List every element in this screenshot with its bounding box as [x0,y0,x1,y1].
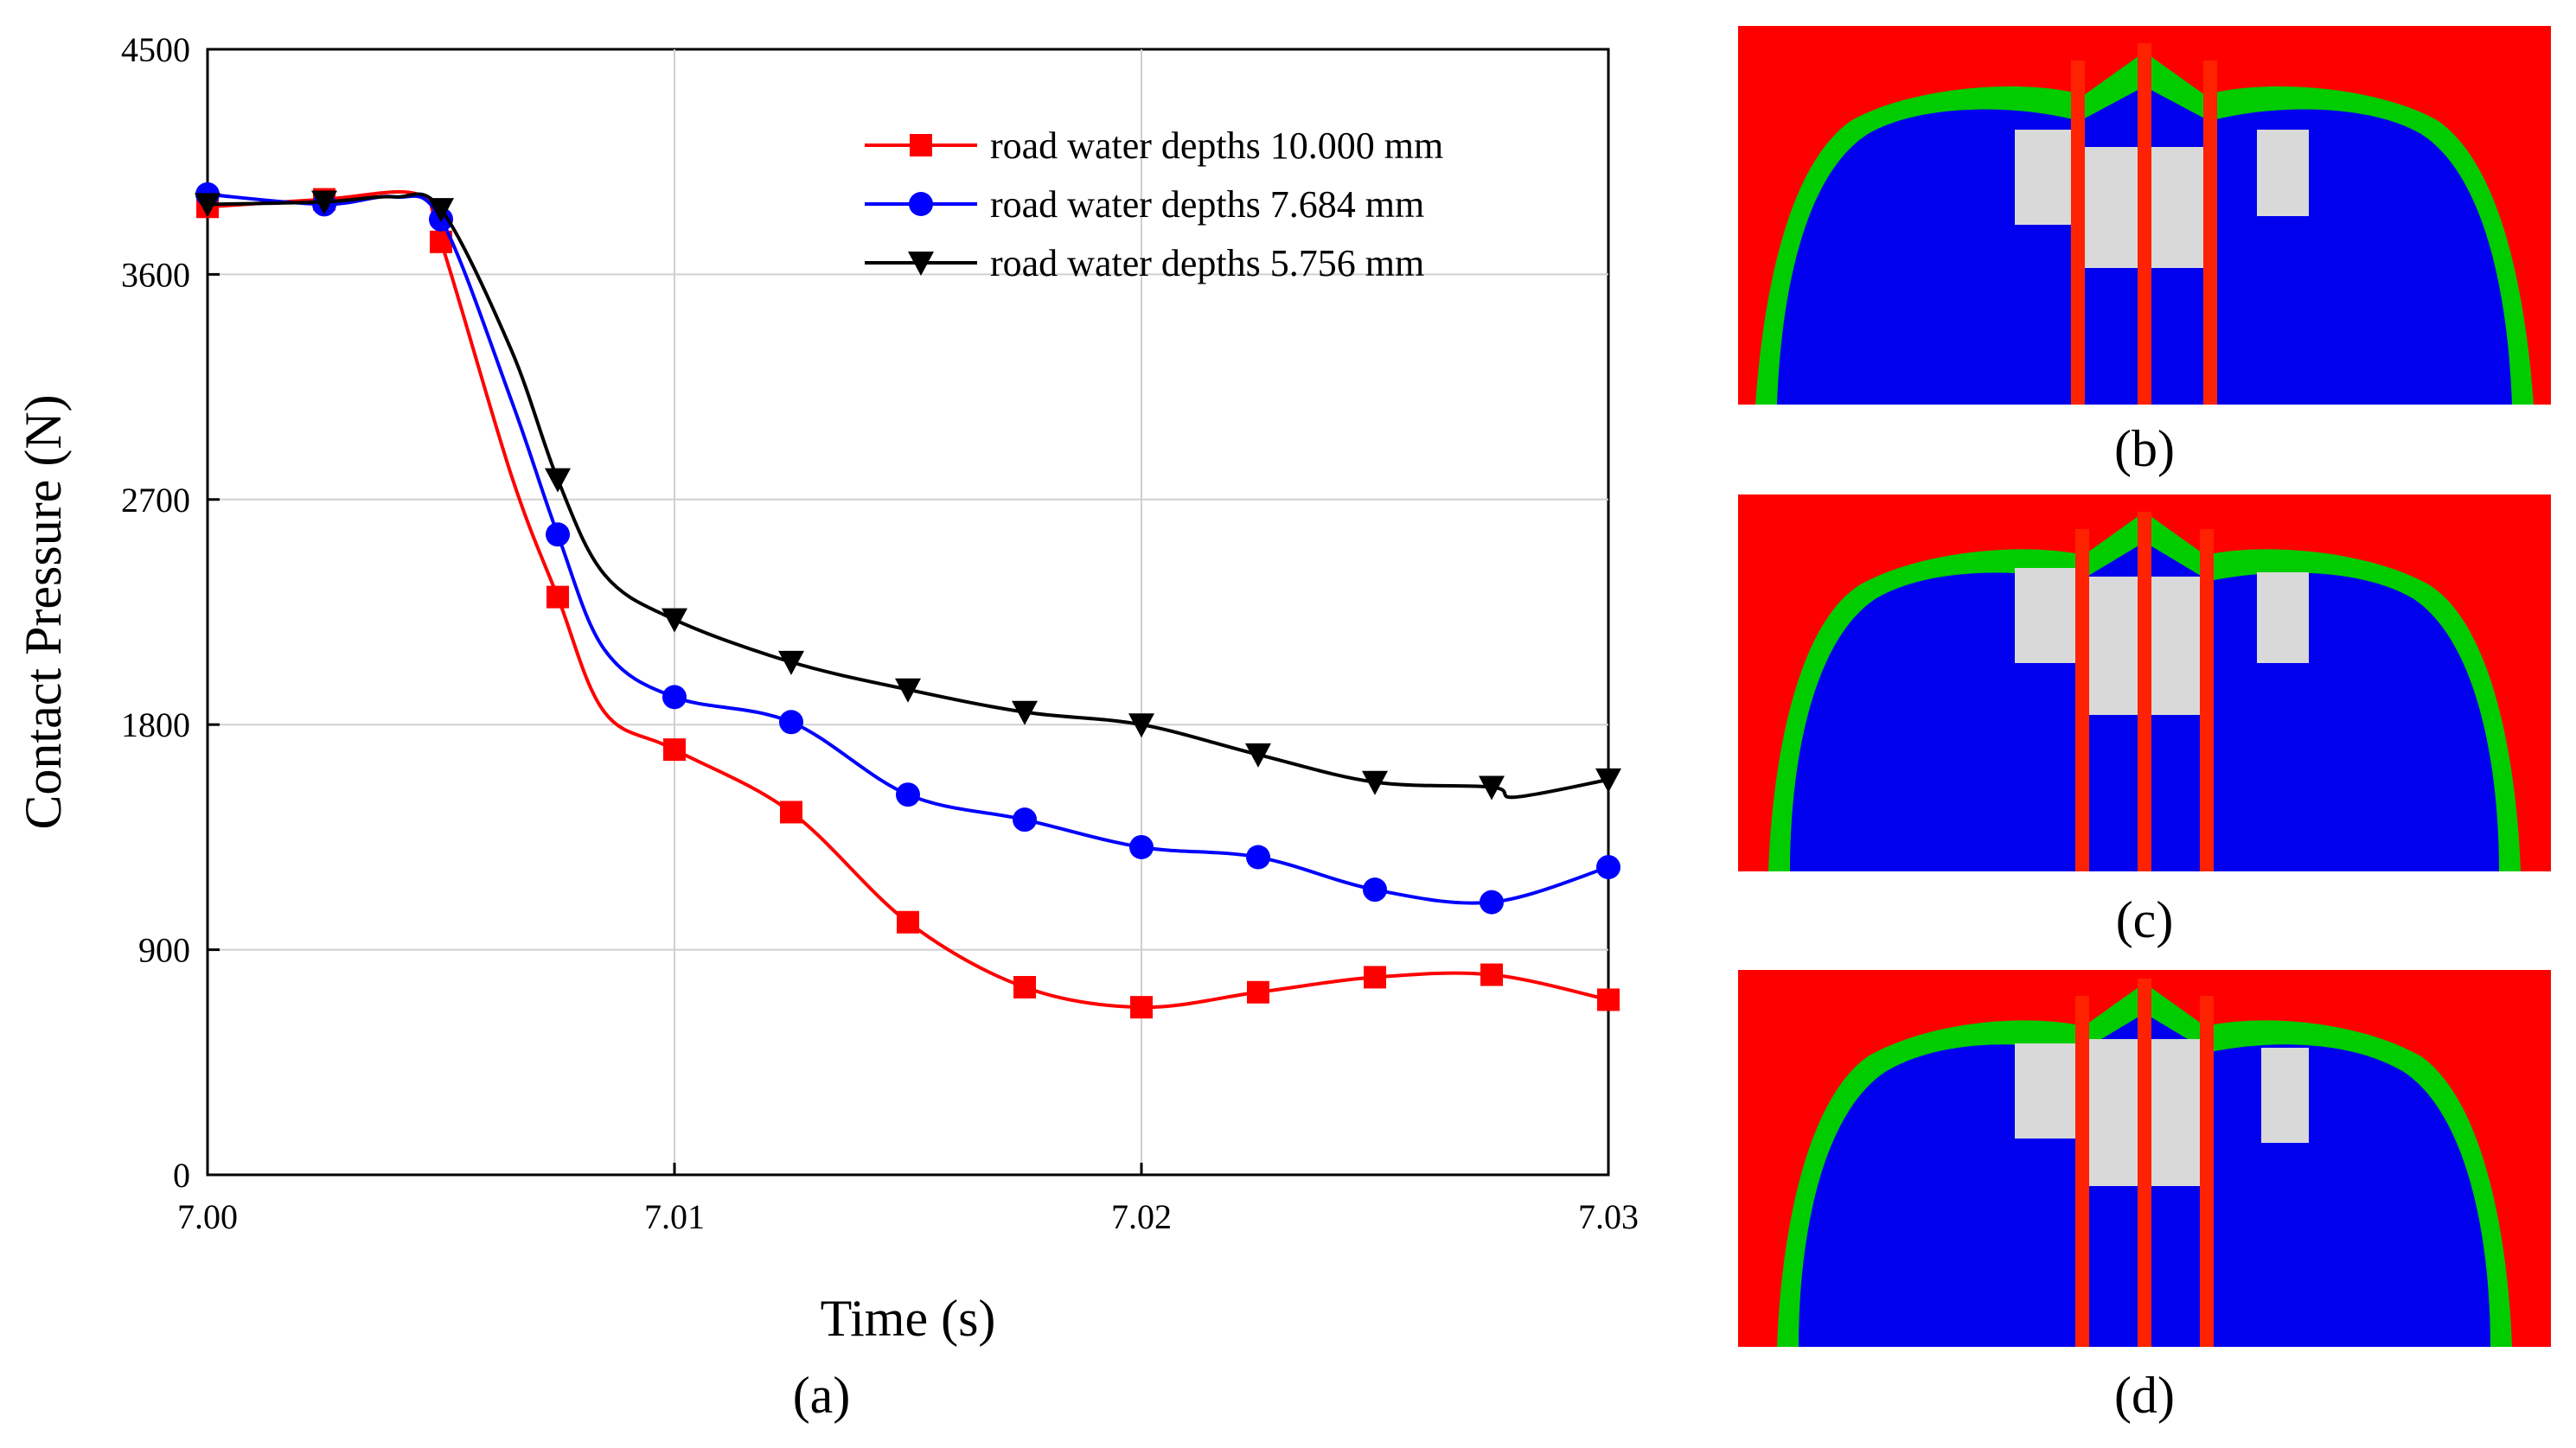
y-tick-label: 0 [173,1156,190,1195]
data-point [662,608,687,633]
data-point [311,190,337,215]
series-3 [195,190,1621,801]
contour-void-right [2261,1048,2309,1143]
contour-image-c [1738,494,2551,871]
panel-label-a: (a) [792,1367,851,1424]
data-point [1364,966,1386,989]
contour-panel-d [1738,970,2551,1347]
data-point [897,910,919,934]
panel-label-b: (b) [2114,420,2175,477]
data-point [428,198,454,223]
contour-void-left [2015,1043,2075,1139]
data-point [1479,775,1505,801]
panel-label-d: (d) [2114,1367,2175,1424]
data-point [1595,768,1621,793]
x-axis-title: Time (s) [821,1290,996,1347]
data-point [547,585,569,609]
data-point [1362,770,1388,795]
contour-void-left [2015,568,2075,663]
y-tick-label: 4500 [121,30,190,69]
y-tick-label: 3600 [121,255,190,294]
data-point [195,193,221,218]
x-tick-label: 7.00 [177,1197,238,1236]
y-tick-label: 1800 [121,705,190,744]
data-point [1012,700,1038,725]
data-point [545,468,571,493]
legend-label: road water depths 7.684 mm [990,183,1424,226]
data-point [1246,845,1270,870]
data-point [1597,988,1620,1011]
legend-label: road water depths 10.000 mm [990,124,1443,167]
data-point [1363,877,1387,903]
data-point [1013,807,1037,832]
legend-marker [909,192,933,216]
data-point [779,710,803,735]
axis-ticks: 7.00 7.01 7.02 7.03 0 900 1800 2700 3600 4500 [121,30,1639,1236]
contour-void-right [2257,572,2309,663]
y-tick-label: 2700 [121,481,190,520]
contour-stripe-1 [2075,996,2089,1347]
contour-stripe-3 [2200,996,2214,1347]
contour-void-right [2257,130,2309,216]
y-axis-title: Contact Pressure (N) [15,394,72,829]
contour-stripe-2 [2138,43,2151,405]
contour-stripe-3 [2203,61,2217,405]
legend-label: road water depths 5.756 mm [990,242,1424,284]
x-tick-label: 7.01 [644,1197,705,1236]
data-point [662,685,687,710]
contour-stripe-2 [2138,512,2151,871]
data-point [1013,976,1036,998]
legend: road water depths 10.000 mm road water de… [865,124,1443,284]
data-point [546,522,570,547]
contour-panel-c [1738,494,2551,871]
data-point [895,678,921,703]
contour-void-left [2015,130,2075,225]
series-line [207,192,1609,905]
contour-stripe-3 [2200,529,2214,871]
data-point [896,782,920,807]
series-layer [195,182,1621,1019]
data-point [1247,980,1269,1004]
data-point [1596,855,1620,880]
data-point [1245,743,1271,768]
contour-image-d [1738,970,2551,1347]
grid-lines [208,49,1608,1175]
contour-stripe-1 [2071,61,2085,405]
contour-image-b [1738,26,2551,405]
data-point [778,650,804,675]
contour-stripe-1 [2075,529,2089,871]
data-point [1480,890,1504,915]
legend-marker [910,134,932,156]
data-point [1130,996,1153,1019]
x-tick-label: 7.03 [1578,1197,1639,1236]
contour-stripe-2 [2138,979,2151,1347]
data-point [663,738,686,762]
data-point [1129,834,1154,859]
data-point [1480,963,1503,986]
data-point [1128,713,1154,738]
x-tick-label: 7.02 [1111,1197,1172,1236]
contour-panel-b [1738,26,2551,405]
data-point [780,801,802,824]
panel-label-c: (c) [2115,891,2174,948]
legend-marker [908,252,934,276]
y-tick-label: 900 [138,931,190,970]
